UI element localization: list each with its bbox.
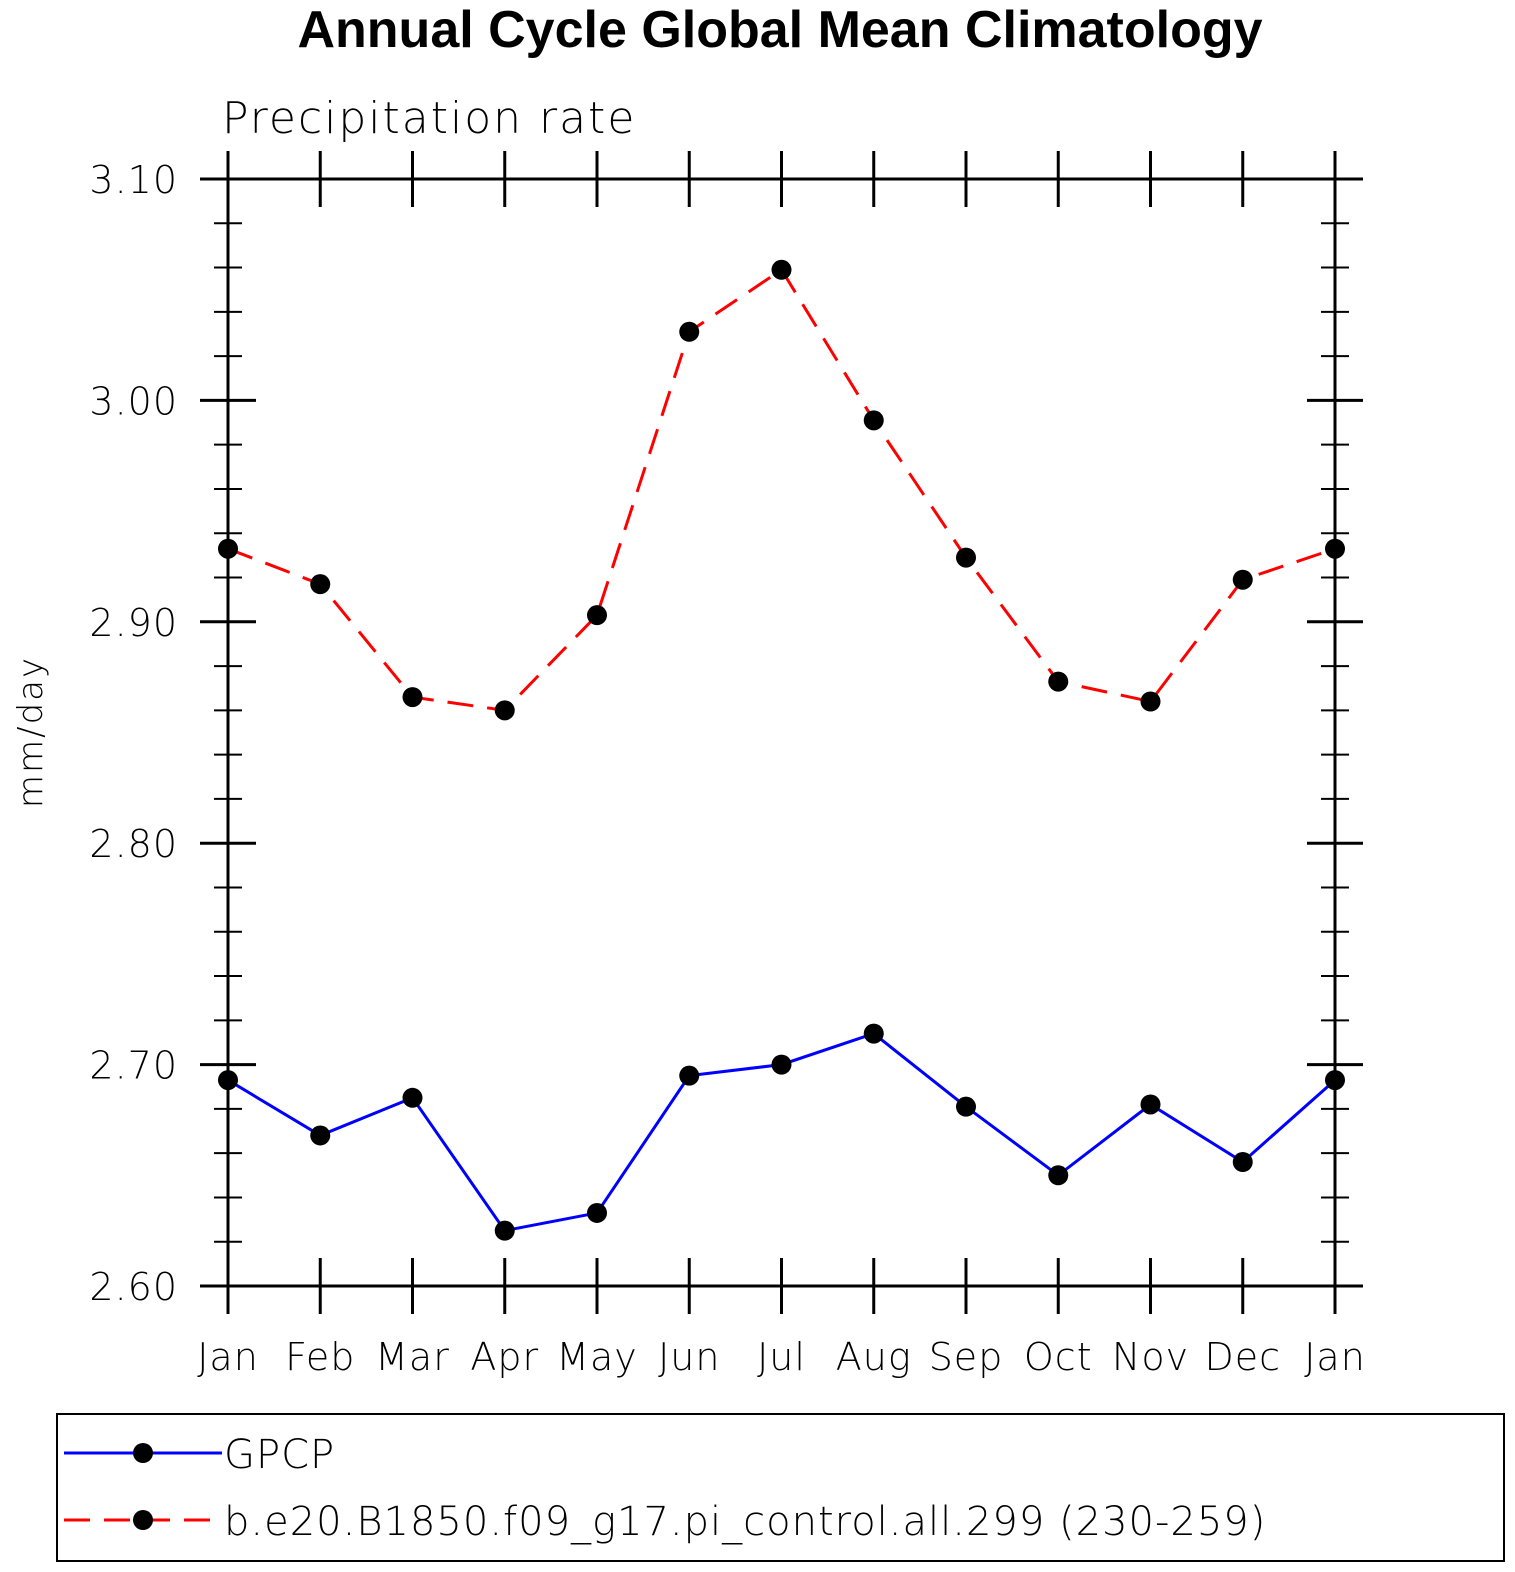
x-tick-label: Jul <box>757 1335 806 1379</box>
data-point-series-0 <box>218 1070 238 1091</box>
x-tick-label: Sep <box>929 1335 1004 1379</box>
y-tick-label: 2.80 <box>89 822 178 866</box>
series-line-1 <box>227 267 1336 712</box>
legend-label-model: b.e20.B1850.f09_g17.pi_control.all.299 (… <box>224 1499 1266 1545</box>
series-lines <box>227 267 1336 1233</box>
x-tick-label: Oct <box>1024 1335 1093 1379</box>
data-point-series-1 <box>1325 538 1345 559</box>
x-tick-label: Apr <box>470 1335 539 1379</box>
x-tick-label: Mar <box>375 1335 450 1379</box>
data-point-series-0 <box>1048 1165 1069 1186</box>
legend-box <box>56 1413 1505 1562</box>
data-point-series-0 <box>771 1054 792 1075</box>
data-point-series-0 <box>679 1065 700 1086</box>
data-point-series-0 <box>402 1087 423 1108</box>
x-tick-label: Aug <box>836 1335 912 1379</box>
data-point-series-1 <box>956 547 976 568</box>
data-point-series-0 <box>1140 1094 1161 1115</box>
data-point-series-1 <box>218 538 238 559</box>
x-tick-label: Nov <box>1112 1335 1189 1379</box>
data-point-series-1 <box>679 321 700 342</box>
data-point-series-0 <box>956 1096 976 1117</box>
data-point-series-1 <box>863 410 884 431</box>
data-point-series-0 <box>587 1202 607 1223</box>
y-axis-label: mm/day <box>11 656 51 808</box>
y-tick-label: 3.00 <box>89 379 178 423</box>
legend: GPCP b.e20.B1850.f09_g17.pi_control.all.… <box>64 1432 1266 1545</box>
data-point-series-1 <box>402 687 423 708</box>
x-tick-label: Dec <box>1204 1335 1281 1379</box>
legend-marker-gpcp <box>133 1443 153 1463</box>
x-tick-labels: Jan Feb Mar Apr May Jun Jul Aug Sep Oct Nov Dec Jan <box>197 1335 1366 1379</box>
data-point-series-0 <box>1325 1070 1345 1091</box>
x-tick-label: Jun <box>658 1335 720 1379</box>
y-tick-label: 2.60 <box>89 1265 178 1309</box>
data-point-series-1 <box>310 574 331 595</box>
data-point-series-0 <box>310 1125 331 1146</box>
x-tick-label: Jan <box>1304 1335 1366 1379</box>
plot-frame <box>226 177 1337 1288</box>
x-tick-label: Feb <box>285 1335 355 1379</box>
data-point-series-0 <box>1232 1152 1253 1173</box>
y-tick-label: 3.10 <box>89 158 178 202</box>
x-tick-label: May <box>556 1335 638 1379</box>
x-tick-label: Jan <box>197 1335 259 1379</box>
series-markers <box>218 259 1345 1241</box>
y-tick-label: 2.90 <box>89 601 178 645</box>
data-point-series-0 <box>494 1220 515 1241</box>
data-point-series-1 <box>494 700 515 721</box>
data-point-series-1 <box>771 259 792 280</box>
chart-title: Annual Cycle Global Mean Climatology <box>297 1 1262 59</box>
data-point-series-1 <box>1048 671 1069 692</box>
y-tick-labels: 2.60 2.70 2.80 2.90 3.00 3.10 <box>89 158 178 1309</box>
chart-subtitle: Precipitation rate <box>222 93 636 144</box>
legend-label-gpcp: GPCP <box>224 1432 335 1478</box>
data-point-series-0 <box>863 1023 884 1044</box>
data-point-series-1 <box>587 605 607 626</box>
data-point-series-1 <box>1140 691 1161 712</box>
axis-ticks <box>200 151 1363 1314</box>
legend-marker-model <box>133 1510 153 1530</box>
data-point-series-1 <box>1232 569 1253 590</box>
y-tick-label: 2.70 <box>89 1044 178 1088</box>
